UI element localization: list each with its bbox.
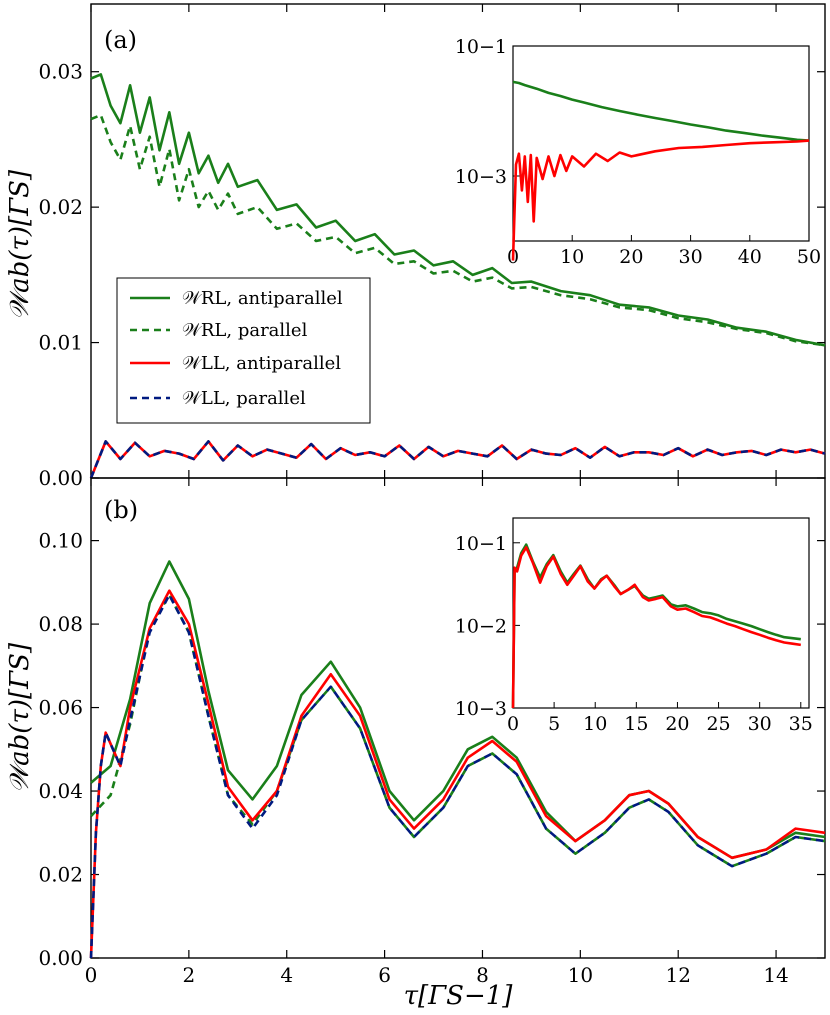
panel-b-line-wll-parallel xyxy=(89,593,826,959)
panel-b-inset-ytick-label: 10−3 xyxy=(455,698,507,720)
panel-b-axes: 0.00 0.02 0.04 0.06 0.08 0.10 0 2 4 6 8 10 12 14 xyxy=(38,478,825,987)
panel-a-inset-ytick-label: 10−1 xyxy=(455,36,507,58)
panel-a-series xyxy=(89,73,826,479)
panel-b-xtick-label: 4 xyxy=(280,963,293,987)
panel-b-inset-xtick-label: 30 xyxy=(748,713,772,735)
panel-b-xtick-label: 2 xyxy=(182,963,195,987)
panel-a-line-wrl-parallel xyxy=(90,113,826,347)
panel-a-inset-xtick-label: 30 xyxy=(679,246,703,268)
panel-a-ytick-label: 0.01 xyxy=(38,331,83,355)
panel-b-inset-xtick-label: 5 xyxy=(548,713,560,735)
panel-b-inset-ytick-label: 10−1 xyxy=(455,533,507,555)
panel-b-label: (b) xyxy=(104,496,138,524)
panel-a: (a) 𝒲ab(τ)[ΓS] 0.00 0.01 0.02 0.03 𝒲RL, ant… xyxy=(5,3,826,490)
panel-a-inset-xtick-label: 20 xyxy=(619,246,643,268)
panel-b-ytick-label: 0.08 xyxy=(38,612,83,636)
panel-b-xtick-label: 14 xyxy=(763,963,788,987)
panel-a-line-wll-parallel xyxy=(89,440,826,479)
panel-b-inset-xtick-label: 20 xyxy=(665,713,689,735)
panel-b-xtick-label: 10 xyxy=(568,963,593,987)
panel-b-inset: 0 5 10 15 20 25 30 35 10−1 10−2 10−3 xyxy=(455,517,813,735)
panel-b-inset-xtick-label: 0 xyxy=(507,713,519,735)
panel-b-inset-frame xyxy=(512,517,810,709)
legend-label-wll-antiparallel: 𝒲LL, antiparallel xyxy=(182,353,341,374)
panel-a-label: (a) xyxy=(104,26,137,54)
panel-a-inset-xtick-label: 10 xyxy=(560,246,584,268)
panel-b-inset-xtick-label: 10 xyxy=(583,713,607,735)
panel-b-ytick-label: 0.06 xyxy=(38,696,83,720)
panel-b-inset-line-wll xyxy=(511,546,801,709)
panel-b-xtick-label: 12 xyxy=(665,963,690,987)
panel-a-inset-series xyxy=(511,80,810,261)
panel-b-inset-xtick-label: 15 xyxy=(624,713,648,735)
panel-b-ylabel: 𝒲ab(τ)[ΓS] xyxy=(5,642,35,793)
legend-label-wrl-antiparallel: 𝒲RL, antiparallel xyxy=(182,288,343,309)
panel-b-ytick-label: 0.04 xyxy=(38,779,83,803)
panel-b-xtick-label: 8 xyxy=(476,963,489,987)
panel-a-inset-xtick-label: 40 xyxy=(738,246,762,268)
panel-b-inset-ytick-label: 10−2 xyxy=(455,615,507,637)
panel-a-inset-line-wrl xyxy=(512,80,810,142)
panel-a-line-wrl-antiparallel xyxy=(90,73,826,347)
panel-b-ytick-label: 0.00 xyxy=(38,946,83,970)
legend-label-wrl-parallel: 𝒲RL, parallel xyxy=(182,320,308,341)
panel-b: (b) 𝒲ab(τ)[ΓS] τ[ΓS−1] 0.000.020.040.060… xyxy=(5,477,826,1011)
panel-a-line-wll-antiparallel xyxy=(89,440,826,479)
panel-b-inset-series xyxy=(511,543,801,709)
panel-b-frame xyxy=(90,477,826,959)
panel-b-series xyxy=(89,560,826,959)
legend-label-wll-parallel: 𝒲LL, parallel xyxy=(182,388,306,409)
panel-a-inset-ytick-label: 10−3 xyxy=(455,166,507,188)
panel-b-xlabel: τ[ΓS−1] xyxy=(404,981,514,1011)
panel-b-ytick-label: 0.02 xyxy=(38,863,83,887)
panel-a-ylabel: 𝒲ab(τ)[ΓS] xyxy=(5,169,35,320)
panel-b-inset-axes: 0 5 10 15 20 25 30 35 10−1 10−2 10−3 xyxy=(455,533,813,735)
panel-a-ytick-label: 0.02 xyxy=(38,195,83,219)
panel-b-xtick-label: 0 xyxy=(85,963,98,987)
panel-a-inset-xtick-label: 50 xyxy=(797,246,821,268)
legend: 𝒲RL, antiparallel 𝒲RL, parallel 𝒲LL, ant… xyxy=(116,277,371,424)
panel-b-inset-xtick-label: 35 xyxy=(789,713,813,735)
panel-a-ytick-label: 0.00 xyxy=(38,466,83,490)
panel-b-inset-xtick-label: 25 xyxy=(706,713,730,735)
panel-a-ytick-label: 0.03 xyxy=(38,60,83,84)
panel-b-xtick-label: 6 xyxy=(378,963,391,987)
panel-a-inset-line-wll xyxy=(511,139,810,261)
panel-a-y-axis: 0.00 0.01 0.02 0.03 xyxy=(38,4,825,490)
panel-b-ytick-label: 0.10 xyxy=(38,529,83,553)
